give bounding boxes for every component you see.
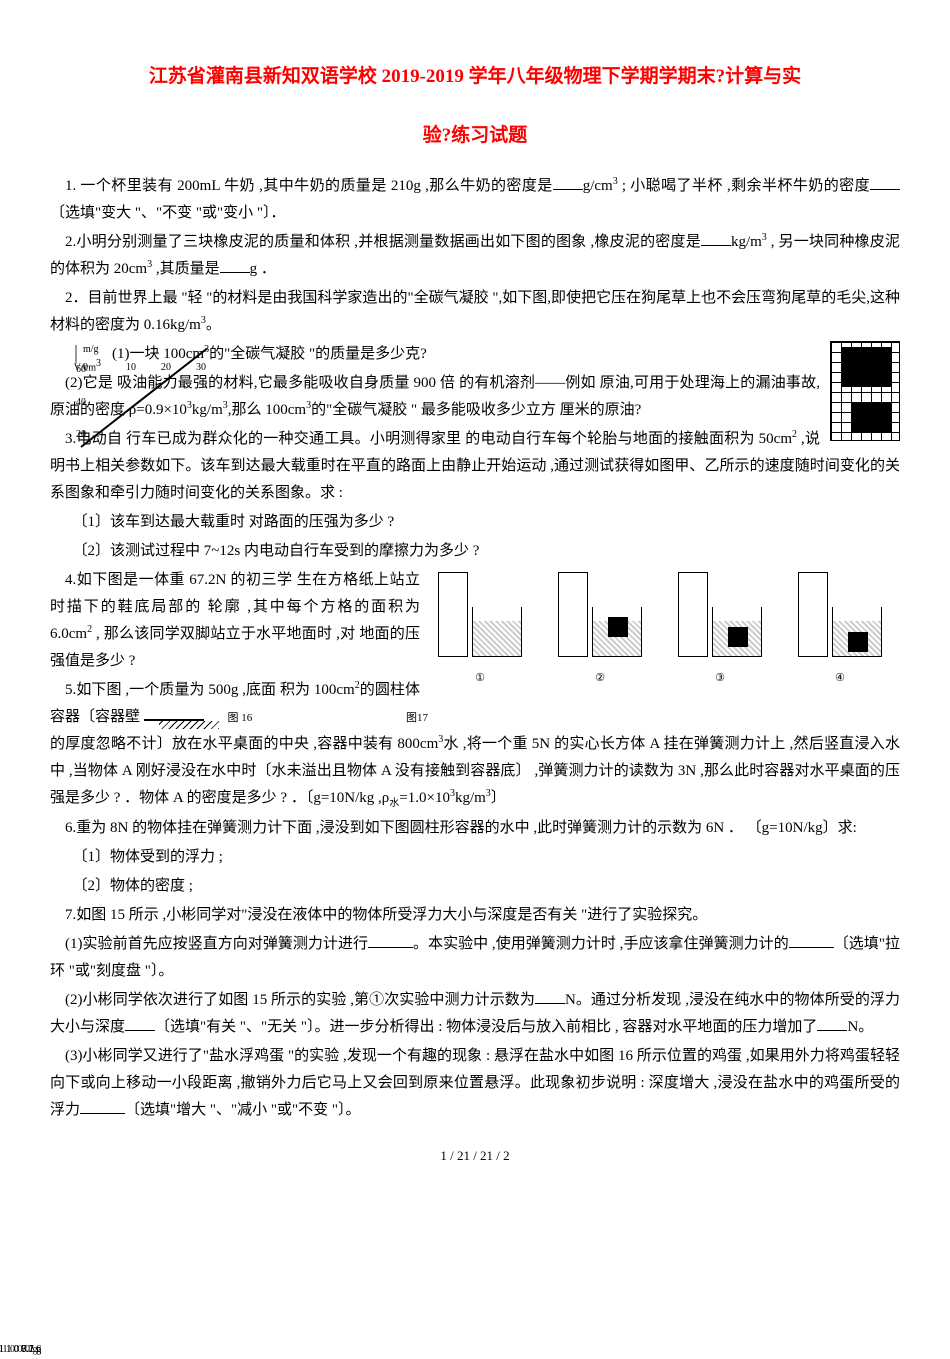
q4-text-a: 4.如下图是一体重 67.2N 的初三学 [65, 572, 292, 588]
question-7-3: (3)小彬同学又进行了"盐水浮鸡蛋 "的实验 ,发现一个有趣的现象 : 悬浮在盐… [50, 1043, 900, 1124]
q5-text-f: 水 ,将一个重 5N [443, 736, 550, 752]
fig16-label: 图 16 [228, 712, 253, 724]
weight-4 [848, 632, 868, 652]
q2b2-text-f: kg/m [192, 402, 223, 418]
chart1-container: m/g 60 40 20 0 10 20 30 V/cm3 [50, 341, 87, 368]
q5-text-d: 的厚度忽略不计〕放在水平桌面的中央 [50, 736, 309, 752]
weight-2 [608, 617, 628, 637]
q2b2-text-e: ρ=0.9×10 [129, 402, 187, 418]
q4-text-d: , [92, 626, 100, 642]
q2b-text-b: 。 [206, 317, 221, 333]
chart2-shape-2 [851, 402, 891, 432]
q72-text-c: 〔选填"有关 "、"无关 "〕。进一步分析得出 : 物体浸没后与放入前相比 , … [155, 1019, 817, 1035]
q2a-text-b: kg/m [731, 234, 762, 250]
q2b-text-a: 2．目前世界上最 "轻 "的材料是由我国科学家造出的"全碳气凝胶 ",如下图,即… [50, 290, 900, 333]
q1-text-d: 〔选填"变大 "、"不变 "或"变小 "〕． [50, 205, 286, 221]
figure-text-row: 1 0 0.0 g ① 1 1 0 7.2 g ② 1 1 0 8.1 g [50, 567, 900, 815]
fig17-label: 图17 [406, 712, 428, 724]
chart1: m/g 60 40 20 0 10 20 30 V/cm3 [75, 345, 77, 363]
q2b2-text-g: ,那么 100cm [228, 402, 306, 418]
q1-text-a: 1. 一个杯里装有 200mL 牛奶 ,其中牛奶的质量是 210g ,那么牛奶的… [65, 178, 553, 194]
q2b2-text-h: 的"全碳气凝胶 " [311, 402, 417, 418]
chart1-y20: 20 [61, 426, 86, 444]
q2a-text-e: g ． [250, 261, 276, 277]
container-3 [712, 607, 762, 657]
question-5: 5.如下图 ,一个质量为 500g ,底面 积为 100cm2的圆柱体容器〔容器… [50, 677, 900, 813]
container-4 [832, 607, 882, 657]
q1-text-c: ; 小聪喝了半杯 ,剩余半杯牛奶的密度 [618, 178, 870, 194]
question-3-2: 〔2〕该测试过程中 7~12s 内电动自行车受到的摩擦力为多少 ? [50, 538, 900, 565]
container-1 [472, 607, 522, 657]
q4-text-e: 那么该同学双脚站立于水平地面时 ,对 [104, 626, 356, 642]
q2b1-text-c: 的"全碳气凝胶 "的质量是多少克? [209, 346, 427, 362]
q72-text-a: (2)小彬同学依次进行了如图 15 所示的实验 ,第①次实验中测力计示数为 [65, 992, 535, 1008]
scale-body-3 [678, 572, 708, 657]
q2b2-text-i: 最多能吸收多少立方 [421, 402, 556, 418]
q5-text-j: 〕 [491, 790, 506, 806]
chart1-y40: 40 [61, 394, 86, 412]
q5-text-e: ,容器中装有 800cm [313, 736, 438, 752]
chart1-x10: 10 [111, 359, 136, 377]
q72-text-d: N。 [847, 1019, 873, 1035]
figure-17: 1 0 0.0 g ① 1 1 0 7.2 g ② 1 1 0 8.1 g [420, 572, 900, 689]
sublabel-4: ④ [785, 669, 895, 689]
scale-body-2 [558, 572, 588, 657]
container-2 [592, 607, 642, 657]
subtitle: 验?练习试题 [50, 119, 900, 153]
chart1-xlabel: V/cm3 [59, 355, 101, 377]
scale-1: 1 0 0.0 g ① [425, 572, 535, 689]
q1-text-b: g/cm [583, 178, 613, 194]
question-2b-1: (1)一块 m/g 60 40 20 0 10 20 30 V/cm3 100c… [50, 341, 900, 368]
question-6-1: 〔1〕物体受到的浮力 ; [50, 844, 900, 871]
water-1 [473, 621, 521, 656]
scale-4: 1 1 0 8.7 6 ④ [785, 572, 895, 689]
q3-text-b: 行车已成为群众化的一种交通工具。小明测得家里 [126, 431, 461, 447]
sublabel-1: ① [425, 669, 535, 689]
q5-text-a: 5.如下图 ,一个质量为 500g ,底面 [65, 682, 276, 698]
scale-body-4 [798, 572, 828, 657]
scale-body-1 [438, 572, 468, 657]
scale-3: 1 1 0 8.1 g ③ [665, 572, 775, 689]
chart1-x30: 30 [181, 359, 206, 377]
question-7: 7.如图 15 所示 ,小彬同学对"浸没在液体中的物体所受浮力大小与深度是否有关… [50, 902, 900, 929]
question-2b-2: (2)它是 吸油能力最强的材料,它最多能吸收自身质量 900 倍 的有机溶剂——… [50, 370, 900, 424]
chart1-x20: 20 [146, 359, 171, 377]
q71-text-b: 。本实验中 ,使用弹簧测力计时 ,手应该拿住弹簧测力计的 [413, 936, 789, 952]
q2b2-text-c: 的有机溶剂——例如 [459, 375, 596, 391]
chart2-container [830, 341, 900, 441]
question-6-2: 〔2〕物体的密度 ; [50, 873, 900, 900]
q3-text-c: 的电动自行车每个轮胎与地面的接触面积为 50cm [465, 431, 792, 447]
question-2a: 2.小明分别测量了三块橡皮泥的质量和体积 ,并根据测量数据画出如下图的图象 ,橡… [50, 229, 900, 283]
chart2-grid [830, 341, 900, 441]
question-2b: 2．目前世界上最 "轻 "的材料是由我国科学家造出的"全碳气凝胶 ",如下图,即… [50, 285, 900, 339]
weight-3 [728, 627, 748, 647]
q2a-text-d: ,其质量是 [152, 261, 220, 277]
page-footer: 1 / 21 / 21 / 2 [50, 1144, 900, 1167]
chart2-shape-1 [841, 347, 891, 387]
q73-text-b: 〔选填"增大 "、"减小 "或"不变 "〕。 [125, 1102, 361, 1118]
question-6: 6.重为 8N 的物体挂在弹簧测力计下面 ,浸没到如下图圆柱形容器的水中 ,此时… [50, 815, 900, 842]
q2a-text-a: 2.小明分别测量了三块橡皮泥的质量和体积 ,并根据测量数据画出如下图的图象 ,橡… [65, 234, 701, 250]
q5-text-b: 积为 100cm [280, 682, 355, 698]
question-7-1: (1)实验前首先应按竖直方向对弹簧测力计进行 。本实验中 ,使用弹簧测力计时 ,手… [50, 931, 900, 985]
question-3: 3.电动自 行车已成为群众化的一种交通工具。小明测得家里 的电动自行车每个轮胎与… [50, 426, 900, 507]
question-3-1: 〔1〕该车到达最大载重时 对路面的压强为多少 ? [50, 509, 900, 536]
sublabel-3: ③ [665, 669, 775, 689]
q5-text-i: kg/m [455, 790, 486, 806]
ground-icon [144, 719, 204, 721]
chart-text-row: (1)一块 m/g 60 40 20 0 10 20 30 V/cm3 100c… [50, 341, 900, 509]
question-1: 1. 一个杯里装有 200mL 牛奶 ,其中牛奶的质量是 210g ,那么牛奶的… [50, 173, 900, 227]
q71-text-a: (1)实验前首先应按竖直方向对弹簧测力计进行 [65, 936, 368, 952]
scale-2: 1 1 0 7.2 g ② [545, 572, 655, 689]
q5-text-h: =1.0×10 [399, 790, 450, 806]
question-7-2: (2)小彬同学依次进行了如图 15 所示的实验 ,第①次实验中测力计示数为N。通… [50, 987, 900, 1041]
q2b2-text-j: 厘米的原油? [560, 402, 642, 418]
sublabel-2: ② [545, 669, 655, 689]
content-body: 1. 一个杯里装有 200mL 牛奶 ,其中牛奶的质量是 210g ,那么牛奶的… [50, 173, 900, 1124]
main-title: 江苏省灌南县新知双语学校 2019-2019 学年八年级物理下学期学期末?计算与… [50, 60, 900, 94]
